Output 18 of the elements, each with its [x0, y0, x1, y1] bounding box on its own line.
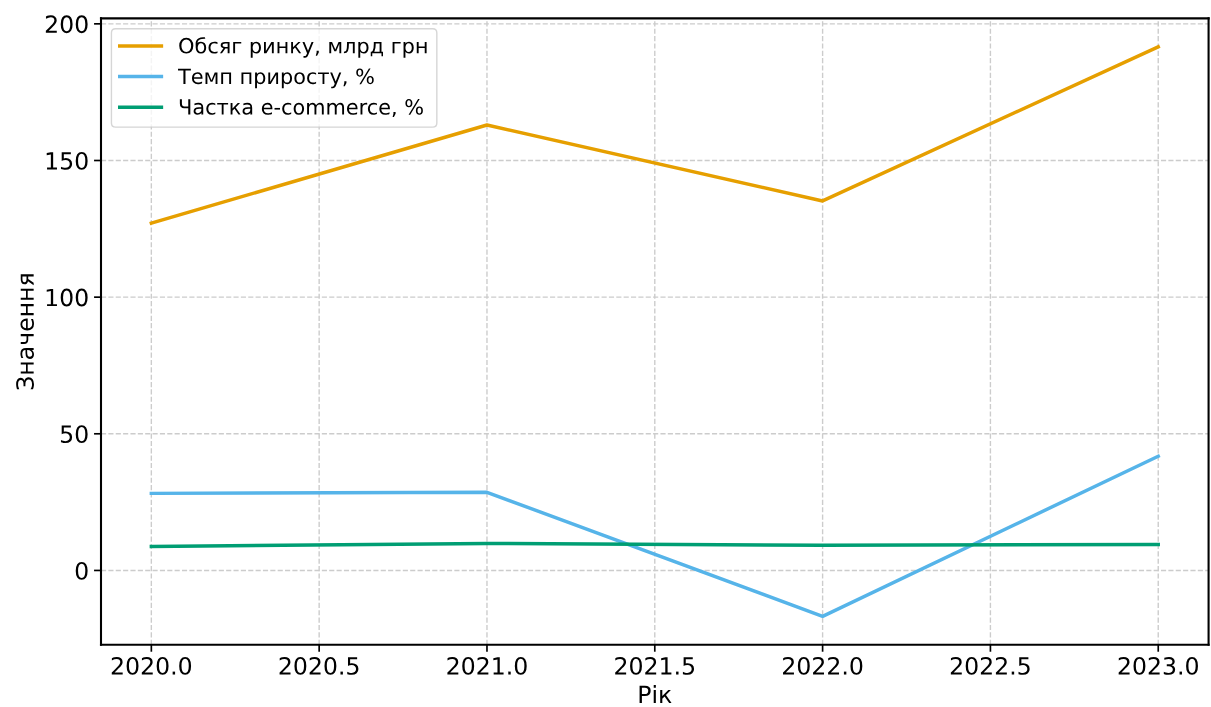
y-tick-label: 150	[46, 151, 88, 170]
x-tick-label: 2020.5	[279, 657, 359, 675]
x-tick-label: 2020.0	[111, 657, 192, 675]
y-tick-label: 0	[75, 561, 88, 580]
x-axis-title: Рік	[639, 685, 672, 703]
legend-label: Частка e-commerce, %	[179, 99, 423, 117]
y-tick-label: 200	[45, 15, 88, 34]
line-series	[149, 454, 1160, 619]
x-tick-label: 2022.0	[783, 657, 863, 675]
x-tick-label: 2023.0	[1118, 657, 1198, 675]
x-tick-label: 2022.5	[950, 657, 1030, 675]
y-axis-title: Значення	[16, 274, 34, 390]
legend-label: Темп приросту, %	[178, 68, 374, 89]
y-tick-label: 100	[46, 288, 88, 307]
y-tick-label: 50	[60, 425, 88, 444]
x-tick-label: 2021.0	[447, 657, 527, 675]
legend-label: Обсяг ринку, млрд грн	[179, 37, 427, 58]
x-tick-label: 2021.5	[615, 657, 695, 675]
